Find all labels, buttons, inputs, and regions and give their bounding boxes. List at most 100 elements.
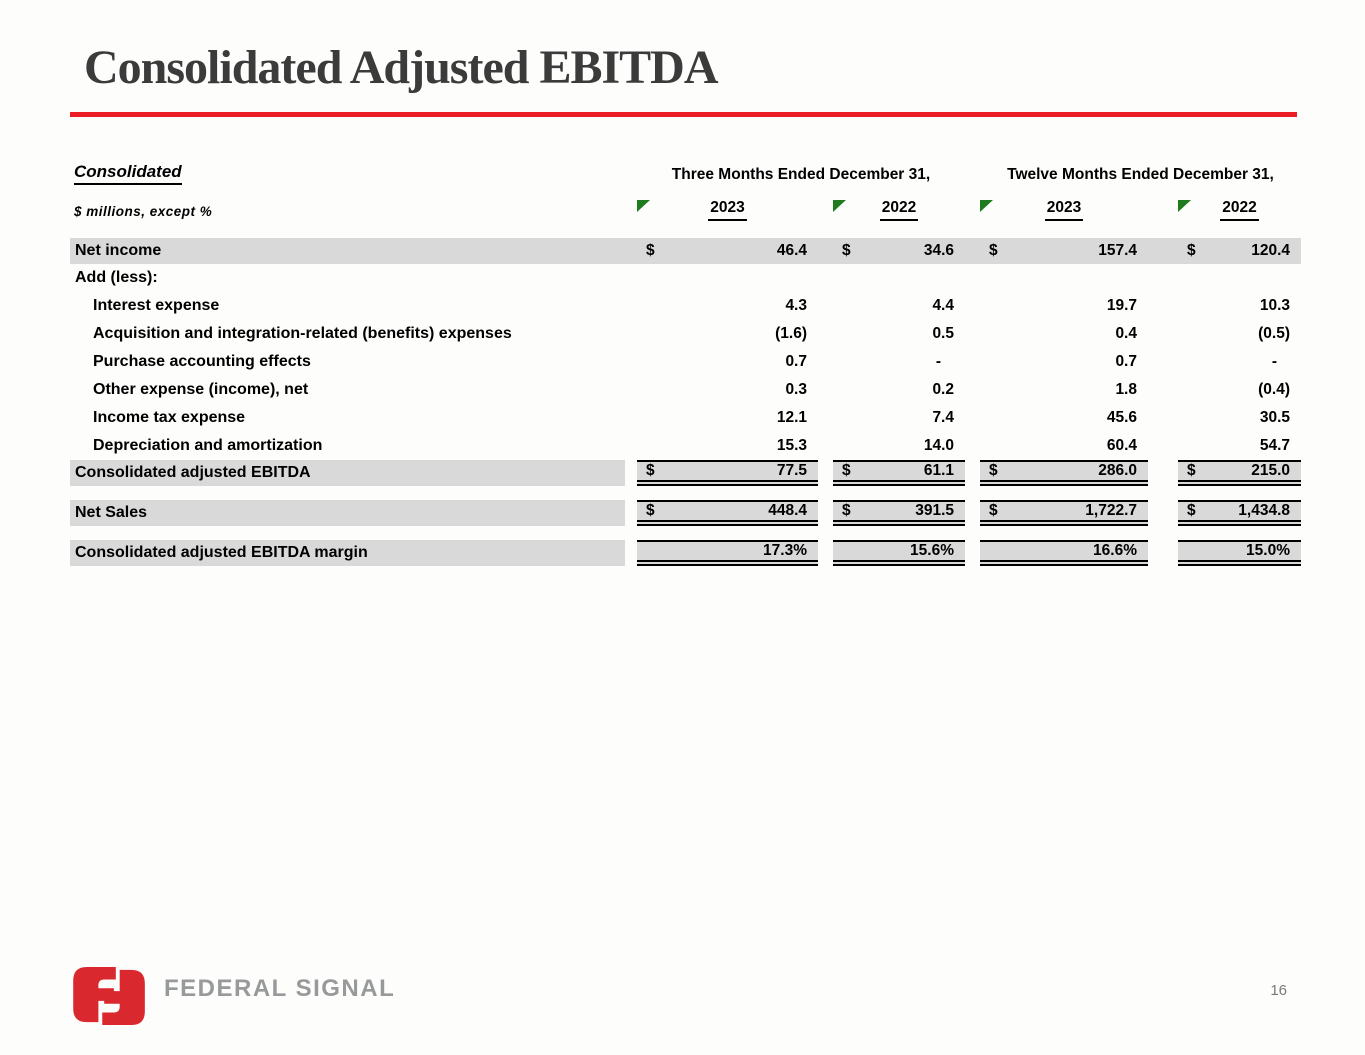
- row-value: (0.4): [1178, 376, 1301, 404]
- row-label: Purchase accounting effects: [93, 353, 311, 370]
- value-number: 4.4: [932, 297, 954, 314]
- value-number: (0.5): [1258, 325, 1290, 342]
- title-divider-rule: [70, 112, 1297, 117]
- value-number: 77.5: [776, 462, 807, 479]
- table-row: Depreciation and amortization 15.3 14.0 60.…: [70, 432, 1301, 460]
- row-value: 0.7: [637, 348, 818, 376]
- row-value: 30.5: [1178, 404, 1301, 432]
- value-number: 14.0: [923, 437, 954, 454]
- value-number: 17.3%: [763, 542, 807, 559]
- row-label: Consolidated adjusted EBITDA margin: [70, 540, 625, 566]
- row-value: 54.7: [1178, 432, 1301, 460]
- currency-symbol: $: [646, 502, 655, 519]
- federal-signal-logo: FEDERAL SIGNAL: [70, 966, 395, 1026]
- column-group-three-months: Three Months Ended December 31,: [671, 166, 931, 183]
- row-label: Depreciation and amortization: [93, 437, 323, 454]
- row-value: 4.4: [833, 292, 965, 320]
- year-header: 2023: [1044, 199, 1084, 221]
- year-header: 2023: [708, 199, 747, 221]
- year-header-cell: 2022: [833, 199, 965, 223]
- year-header-cell: 2022: [1178, 199, 1301, 223]
- value-number: 0.5: [932, 325, 954, 342]
- value-number: 0.3: [785, 381, 807, 398]
- row-value: 4.3: [637, 292, 818, 320]
- page-title: Consolidated Adjusted EBITDA: [84, 41, 718, 94]
- row-value: 17.3%: [637, 540, 818, 566]
- value-number: 12.1: [776, 409, 807, 426]
- green-flag-icon: [980, 200, 993, 212]
- table-row: Consolidated adjusted EBITDA margin 17.3%…: [70, 540, 1301, 566]
- value-number: 4.3: [785, 297, 807, 314]
- year-header: 2022: [1220, 199, 1259, 221]
- year-header-cell: 2023: [637, 199, 818, 223]
- year-header: 2022: [879, 199, 919, 221]
- value-number: 286.0: [1098, 462, 1137, 479]
- currency-symbol: $: [842, 462, 851, 479]
- value-number: 45.6: [1106, 409, 1137, 426]
- row-label: Net income: [75, 242, 162, 259]
- green-flag-icon: [637, 200, 650, 212]
- value-number: 1,434.8: [1238, 502, 1290, 519]
- row-value: $286.0: [980, 460, 1148, 486]
- value-number: 1.8: [1115, 381, 1137, 398]
- value-number: 10.3: [1259, 297, 1290, 314]
- row-value: -: [833, 348, 965, 376]
- value-number: 1,722.7: [1085, 502, 1137, 519]
- row-value: 0.4: [980, 320, 1148, 348]
- row-value: 15.0%: [1178, 540, 1301, 566]
- value-number: (0.4): [1258, 381, 1290, 398]
- currency-symbol: $: [989, 242, 998, 259]
- currency-symbol: $: [646, 242, 655, 259]
- row-value: $120.4: [1178, 238, 1301, 264]
- row-value: 60.4: [980, 432, 1148, 460]
- row-value: $157.4: [980, 238, 1148, 264]
- row-value: 7.4: [833, 404, 965, 432]
- row-value: 15.6%: [833, 540, 965, 566]
- row-label: Net Sales: [70, 500, 625, 526]
- row-value: 45.6: [980, 404, 1148, 432]
- row-value: -: [1178, 348, 1301, 376]
- value-number: -: [1271, 353, 1277, 370]
- row-value: 0.2: [833, 376, 965, 404]
- green-flag-icon: [1178, 200, 1191, 212]
- column-group-twelve-months: Twelve Months Ended December 31,: [1007, 166, 1274, 183]
- table-row: Income tax expense 12.1 7.4 45.6 30.5: [70, 404, 1301, 432]
- row-value: 16.6%: [980, 540, 1148, 566]
- row-label: Interest expense: [93, 297, 220, 314]
- currency-symbol: $: [842, 502, 851, 519]
- value-number: 19.7: [1106, 297, 1137, 314]
- value-number: 54.7: [1259, 437, 1290, 454]
- table-row: Consolidated adjusted EBITDA $77.5 $61.1 $2…: [70, 460, 1301, 486]
- value-number: 448.4: [768, 502, 807, 519]
- value-number: -: [935, 353, 941, 370]
- value-number: 0.2: [932, 381, 954, 398]
- fs-logo-icon: [73, 966, 145, 1026]
- table-row: Net income $46.4 $34.6 $157.4 $120.4: [70, 238, 1301, 264]
- row-value: 1.8: [980, 376, 1148, 404]
- value-number: 0.7: [1115, 353, 1137, 370]
- value-number: 391.5: [915, 502, 954, 519]
- financial-table-body: Net income $46.4 $34.6 $157.4 $120.4 Add (les…: [70, 238, 1301, 566]
- row-value: $61.1: [833, 460, 965, 486]
- row-value: 15.3: [637, 432, 818, 460]
- currency-symbol: $: [842, 242, 851, 259]
- value-number: 30.5: [1259, 409, 1290, 426]
- value-number: 215.0: [1251, 462, 1290, 479]
- value-number: 157.4: [1098, 242, 1137, 259]
- value-number: 15.0%: [1246, 542, 1290, 559]
- year-header-cell: 2023: [980, 199, 1148, 223]
- currency-symbol: $: [1187, 462, 1196, 479]
- row-value: 0.3: [637, 376, 818, 404]
- value-number: 61.1: [923, 462, 954, 479]
- value-number: 16.6%: [1093, 542, 1137, 559]
- row-value: $391.5: [833, 500, 965, 526]
- row-label: Acquisition and integration-related (ben…: [93, 325, 512, 342]
- row-value: $448.4: [637, 500, 818, 526]
- row-label: Income tax expense: [93, 409, 246, 426]
- row-value: 14.0: [833, 432, 965, 460]
- row-value: [833, 264, 965, 292]
- value-number: 60.4: [1106, 437, 1137, 454]
- row-value: [1178, 264, 1301, 292]
- currency-symbol: $: [1187, 502, 1196, 519]
